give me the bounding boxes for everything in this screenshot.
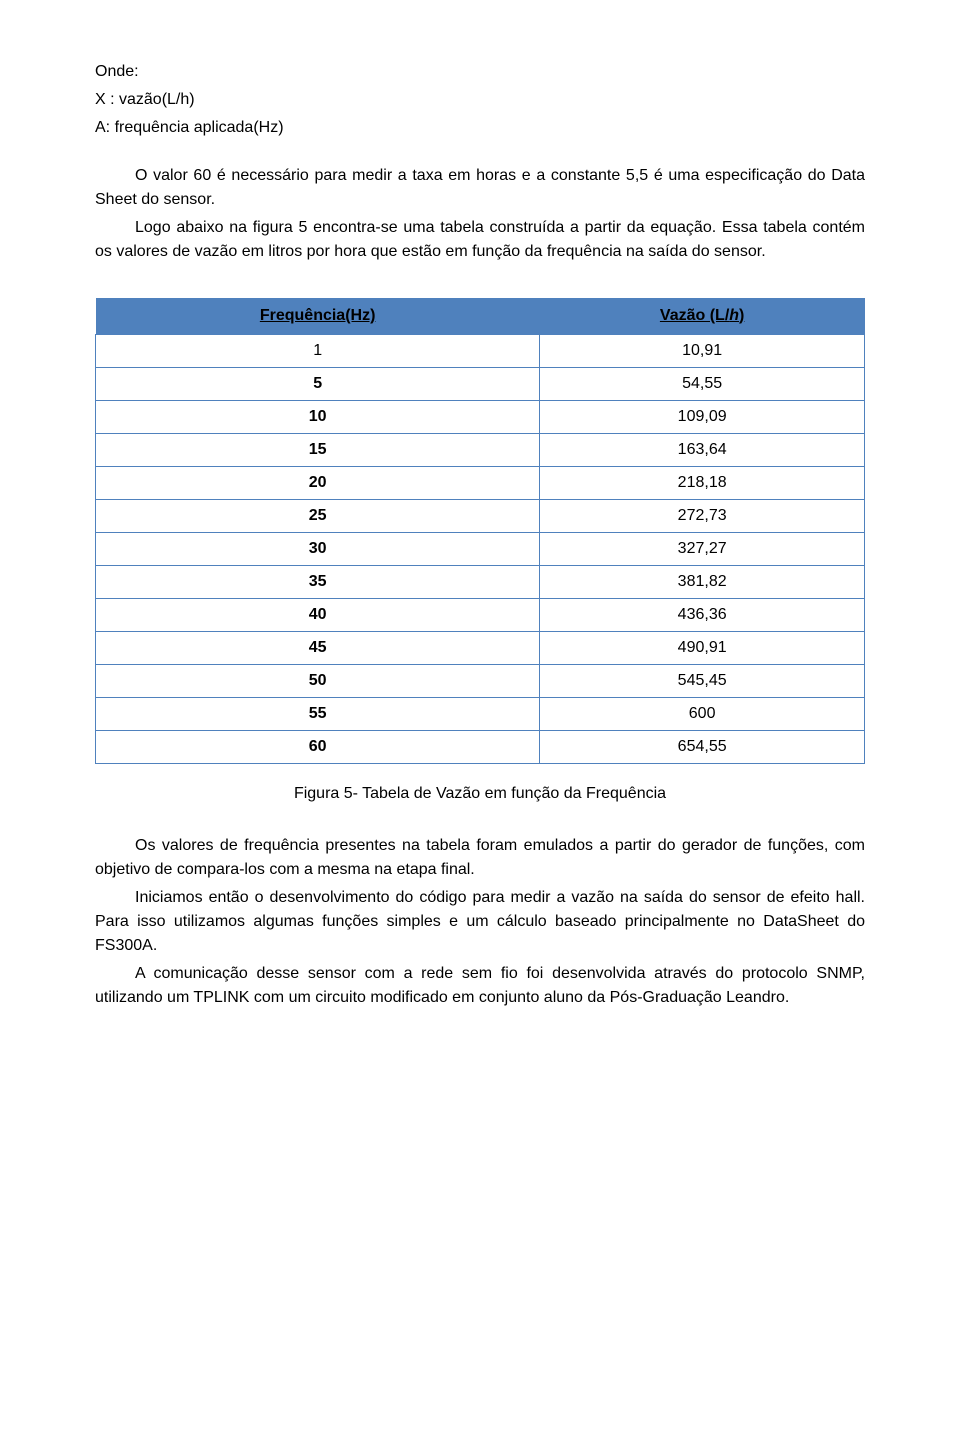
cell-freq: 15: [96, 434, 540, 467]
table-row: 35381,82: [96, 566, 865, 599]
table-row: 10109,09: [96, 401, 865, 434]
table-row: 40436,36: [96, 599, 865, 632]
cell-freq: 50: [96, 665, 540, 698]
cell-freq: 30: [96, 533, 540, 566]
cell-freq: 20: [96, 467, 540, 500]
table-row: 554,55: [96, 368, 865, 401]
table-row: 15163,64: [96, 434, 865, 467]
table-caption: Figura 5- Tabela de Vazão em função da F…: [95, 782, 865, 806]
paragraph-4: Iniciamos então o desenvolvimento do cód…: [95, 886, 865, 958]
cell-freq: 60: [96, 731, 540, 764]
cell-vazao: 327,27: [540, 533, 865, 566]
table-row: 55600: [96, 698, 865, 731]
cell-vazao: 600: [540, 698, 865, 731]
paragraph-1: O valor 60 é necessário para medir a tax…: [95, 164, 865, 212]
table-row: 45490,91: [96, 632, 865, 665]
cell-vazao: 10,91: [540, 335, 865, 368]
cell-freq: 5: [96, 368, 540, 401]
cell-vazao: 654,55: [540, 731, 865, 764]
intro-x: X : vazão(L/h): [95, 88, 865, 112]
intro-onde: Onde:: [95, 60, 865, 84]
cell-freq: 1: [96, 335, 540, 368]
table-row: 50545,45: [96, 665, 865, 698]
cell-vazao: 54,55: [540, 368, 865, 401]
paragraph-5: A comunicação desse sensor com a rede se…: [95, 962, 865, 1010]
cell-vazao: 272,73: [540, 500, 865, 533]
cell-freq: 10: [96, 401, 540, 434]
paragraph-2: Logo abaixo na figura 5 encontra-se uma …: [95, 216, 865, 264]
cell-freq: 55: [96, 698, 540, 731]
cell-vazao: 490,91: [540, 632, 865, 665]
cell-vazao: 545,45: [540, 665, 865, 698]
cell-freq: 25: [96, 500, 540, 533]
cell-freq: 35: [96, 566, 540, 599]
col-header-vazao: Vazão (L/h): [540, 298, 865, 335]
flow-table: Frequência(Hz) Vazão (L/h) 110,91554,551…: [95, 298, 865, 764]
table-row: 60654,55: [96, 731, 865, 764]
cell-vazao: 381,82: [540, 566, 865, 599]
cell-freq: 45: [96, 632, 540, 665]
cell-vazao: 163,64: [540, 434, 865, 467]
cell-vazao: 218,18: [540, 467, 865, 500]
cell-vazao: 436,36: [540, 599, 865, 632]
col-header-freq: Frequência(Hz): [96, 298, 540, 335]
table-row: 110,91: [96, 335, 865, 368]
paragraph-3: Os valores de frequência presentes na ta…: [95, 834, 865, 882]
table-row: 25272,73: [96, 500, 865, 533]
cell-freq: 40: [96, 599, 540, 632]
cell-vazao: 109,09: [540, 401, 865, 434]
table-row: 30327,27: [96, 533, 865, 566]
intro-a: A: frequência aplicada(Hz): [95, 116, 865, 140]
table-row: 20218,18: [96, 467, 865, 500]
